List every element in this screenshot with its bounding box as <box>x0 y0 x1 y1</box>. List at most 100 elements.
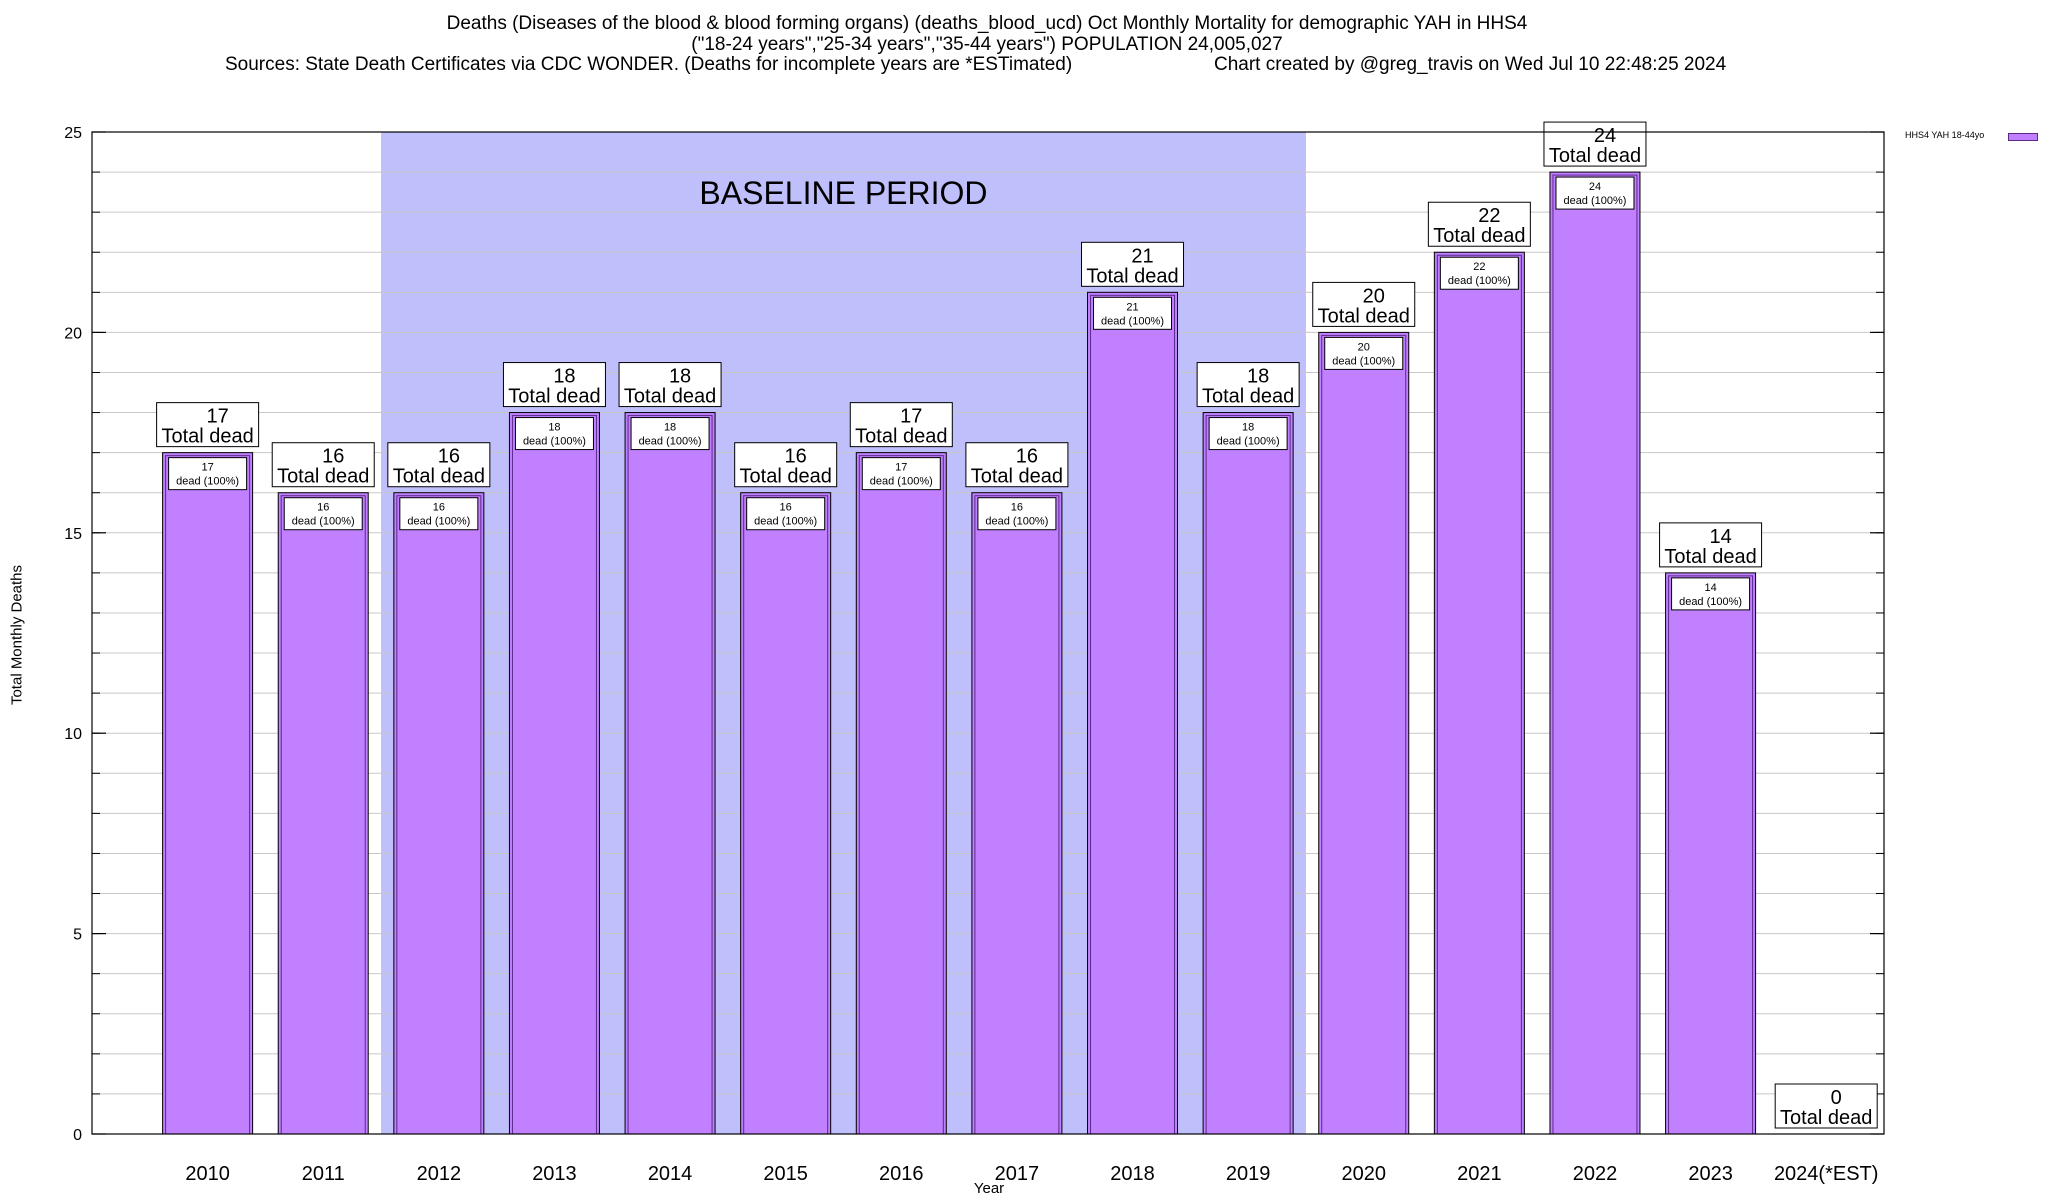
total-label-box <box>387 442 491 488</box>
x-tick-label: 2022 <box>1573 1163 1618 1185</box>
total-value-label: 20 <box>1363 285 1385 307</box>
total-label-box <box>1427 201 1531 247</box>
total-label-box <box>734 442 838 488</box>
x-tick-label: 2015 <box>763 1163 808 1185</box>
inner-label-box <box>630 417 710 451</box>
y-tick-label: 10 <box>64 726 82 743</box>
x-tick-label: 2017 <box>995 1163 1040 1185</box>
total-value-label: 16 <box>322 446 344 468</box>
total-label-box <box>1774 1083 1878 1129</box>
total-value-label: 17 <box>900 406 922 428</box>
y-tick-label: 25 <box>64 125 82 142</box>
inner-percent-label: dead (100%) <box>1563 195 1626 207</box>
inner-percent-label: dead (100%) <box>870 476 933 488</box>
total-text-label: Total dead <box>1433 225 1525 247</box>
inner-label-box <box>1671 577 1751 611</box>
inner-value-label: 16 <box>317 502 329 514</box>
x-tick-label: 2013 <box>532 1163 577 1185</box>
total-value-label: 16 <box>785 446 807 468</box>
bar <box>508 412 600 1135</box>
total-text-label: Total dead <box>1318 305 1410 327</box>
total-text-label: Total dead <box>1549 145 1641 167</box>
x-tick-label: 2012 <box>417 1163 462 1185</box>
inner-label-box <box>168 457 248 491</box>
inner-value-label: 22 <box>1473 261 1485 273</box>
x-tick-label: 2021 <box>1457 1163 1502 1185</box>
baseline-label: BASELINE PERIOD <box>699 175 987 211</box>
total-label-box <box>1312 281 1416 327</box>
total-value-label: 16 <box>438 446 460 468</box>
bar <box>624 412 716 1135</box>
inner-value-label: 14 <box>1704 582 1716 594</box>
inner-value-label: 17 <box>201 462 213 474</box>
y-tick-label: 5 <box>73 927 82 944</box>
chart-credit: Chart created by @greg_travis on Wed Jul… <box>1214 54 1727 75</box>
total-text-label: Total dead <box>161 426 253 448</box>
chart-source: Sources: State Death Certificates via CD… <box>225 54 1073 75</box>
inner-percent-label: dead (100%) <box>176 476 239 488</box>
total-label-box <box>1659 522 1763 568</box>
y-axis-label: Total Monthly Deaths <box>8 564 26 706</box>
bar <box>277 492 369 1135</box>
inner-percent-label: dead (100%) <box>292 516 355 528</box>
x-tick-label: 2016 <box>879 1163 924 1185</box>
inner-label-box <box>746 497 826 531</box>
bar <box>1665 572 1757 1135</box>
total-label-box <box>618 362 722 408</box>
total-text-label: Total dead <box>740 466 832 488</box>
x-tick-label: 2019 <box>1226 1163 1271 1185</box>
total-text-label: Total dead <box>1086 265 1178 287</box>
total-label-box <box>1081 241 1185 287</box>
inner-label-box <box>283 497 363 531</box>
total-value-label: 18 <box>1247 366 1269 388</box>
x-tick-label: 2010 <box>185 1163 230 1185</box>
bar <box>1318 331 1410 1135</box>
total-text-label: Total dead <box>855 426 947 448</box>
bar <box>1549 171 1641 1135</box>
total-value-label: 24 <box>1594 125 1616 147</box>
bar <box>971 492 1063 1135</box>
inner-percent-label: dead (100%) <box>407 516 470 528</box>
inner-label-box <box>399 497 479 531</box>
total-label-box <box>156 402 260 448</box>
x-axis-label: Year <box>973 1180 1005 1197</box>
inner-label-box <box>1208 417 1288 451</box>
y-tick-label: 20 <box>64 325 82 342</box>
inner-label-box <box>977 497 1057 531</box>
total-text-label: Total dead <box>1664 546 1756 568</box>
inner-label-box <box>1439 256 1519 290</box>
total-value-label: 22 <box>1478 205 1500 227</box>
total-value-label: 18 <box>669 366 691 388</box>
inner-label-box <box>1093 296 1173 330</box>
inner-label-box <box>1324 336 1404 370</box>
x-tick-label: 2024(*EST) <box>1774 1163 1879 1185</box>
bar <box>1433 251 1525 1135</box>
inner-percent-label: dead (100%) <box>754 516 817 528</box>
x-tick-label: 2014 <box>648 1163 693 1185</box>
total-value-label: 17 <box>206 406 228 428</box>
inner-value-label: 16 <box>433 502 445 514</box>
chart-title-line-2: ("18-24 years","25-34 years","35-44 year… <box>691 34 1283 55</box>
total-text-label: Total dead <box>393 466 485 488</box>
inner-label-box <box>1555 176 1635 210</box>
y-tick-label: 15 <box>64 526 82 543</box>
x-tick-label: 2018 <box>1110 1163 1155 1185</box>
total-label-box <box>1543 121 1647 167</box>
inner-percent-label: dead (100%) <box>985 516 1048 528</box>
bar <box>1087 291 1179 1135</box>
total-value-label: 16 <box>1016 446 1038 468</box>
bar <box>1202 412 1294 1135</box>
total-text-label: Total dead <box>624 386 716 408</box>
bar <box>740 492 832 1135</box>
inner-percent-label: dead (100%) <box>1448 275 1511 287</box>
inner-percent-label: dead (100%) <box>1217 436 1280 448</box>
inner-value-label: 16 <box>780 502 792 514</box>
bar <box>855 452 947 1135</box>
y-tick-label: 0 <box>73 1127 82 1144</box>
inner-label-box <box>861 457 941 491</box>
inner-value-label: 18 <box>548 422 560 434</box>
inner-label-box <box>514 417 594 451</box>
total-value-label: 14 <box>1709 526 1731 548</box>
total-label-box <box>502 362 606 408</box>
